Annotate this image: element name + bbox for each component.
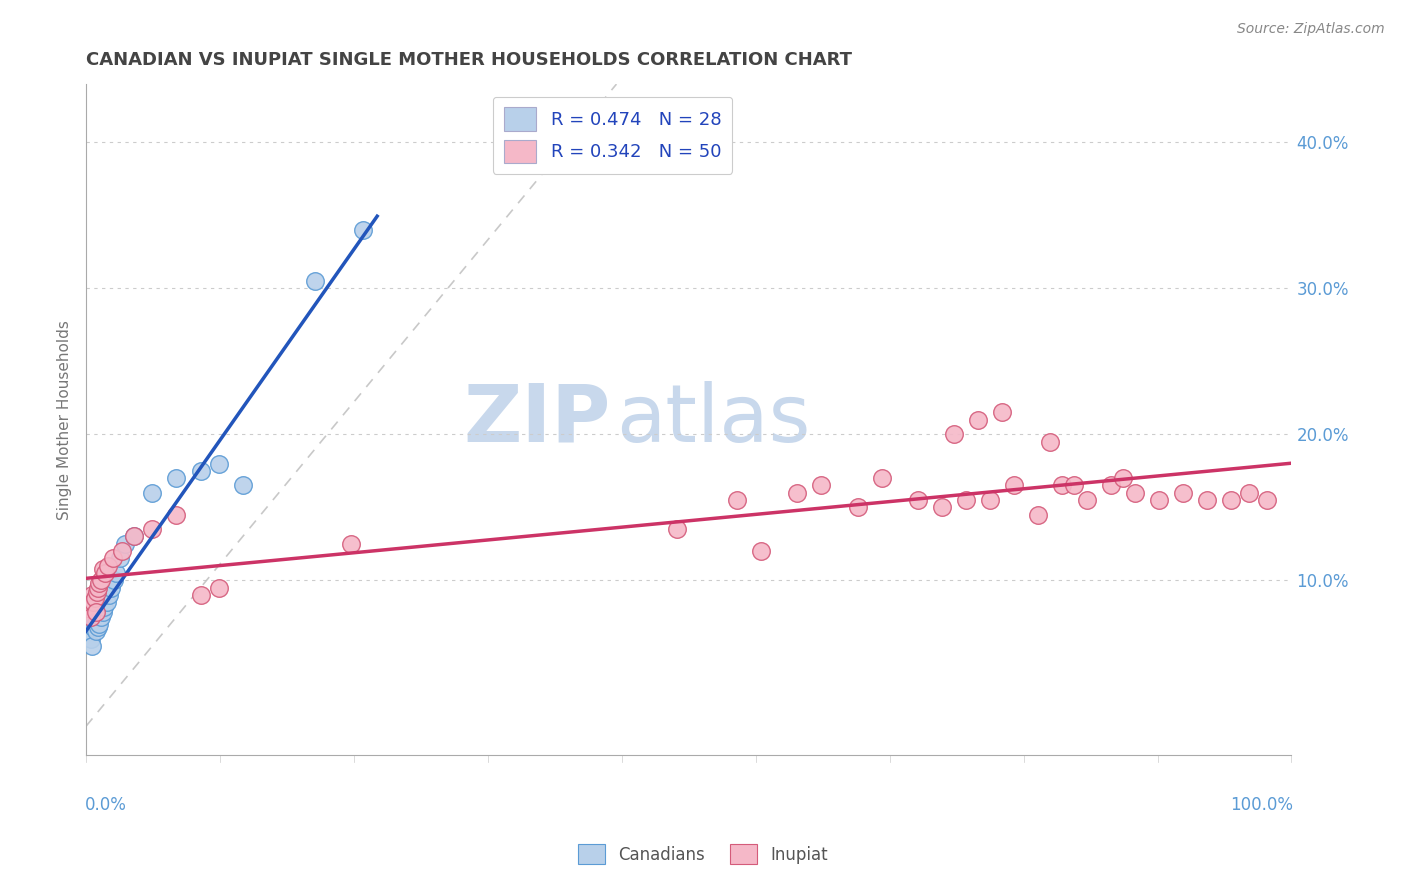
Text: CANADIAN VS INUPIAT SINGLE MOTHER HOUSEHOLDS CORRELATION CHART: CANADIAN VS INUPIAT SINGLE MOTHER HOUSEH… [86,51,852,69]
Point [1123,485,1146,500]
Point [98,588,121,602]
Point [340,537,363,551]
Point [1076,493,1098,508]
Point [352,223,374,237]
Point [79,624,101,639]
Point [83,617,105,632]
Point [100,581,122,595]
Point [124,529,146,543]
Point [83,591,105,605]
Point [90,602,112,616]
Text: Source: ZipAtlas.com: Source: ZipAtlas.com [1237,22,1385,37]
Y-axis label: Single Mother Households: Single Mother Households [58,320,72,520]
Point [1052,478,1074,492]
Point [108,551,131,566]
Point [82,639,104,653]
Point [87,581,110,595]
Legend: Canadians, Inupiat: Canadians, Inupiat [572,838,834,871]
Point [101,551,124,566]
Point [786,485,808,500]
Point [1026,508,1049,522]
Text: 0.0%: 0.0% [84,796,127,814]
Text: 100.0%: 100.0% [1230,796,1292,814]
Point [907,493,929,508]
Point [1039,434,1062,449]
Point [1197,493,1219,508]
Point [942,427,965,442]
Point [166,508,188,522]
Point [846,500,869,515]
Point [955,493,977,508]
Point [124,529,146,543]
Point [1220,493,1243,508]
Point [84,624,107,639]
Point [1112,471,1135,485]
Point [97,558,120,573]
Point [1239,485,1261,500]
Point [94,566,117,580]
Point [979,493,1001,508]
Point [86,614,108,628]
Point [1256,493,1278,508]
Point [1002,478,1025,492]
Point [103,574,125,588]
Point [208,581,231,595]
Point [82,588,104,602]
Point [89,576,111,591]
Point [86,585,108,599]
Point [82,595,104,609]
Point [93,599,115,614]
Point [87,620,110,634]
Point [89,617,111,632]
Point [141,485,163,500]
Text: ZIP: ZIP [463,381,610,458]
Point [82,620,104,634]
Point [749,544,772,558]
Point [304,274,326,288]
Point [84,605,107,619]
Point [111,544,134,558]
Point [190,588,212,602]
Point [141,522,163,536]
Point [80,609,103,624]
Point [166,471,188,485]
Point [1099,478,1122,492]
Point [79,602,101,616]
Point [96,595,118,609]
Point [232,478,254,492]
Point [931,500,953,515]
Legend: R = 0.474   N = 28, R = 0.342   N = 50: R = 0.474 N = 28, R = 0.342 N = 50 [494,96,733,174]
Point [90,574,112,588]
Point [91,605,114,619]
Point [967,413,990,427]
Point [105,566,128,580]
Point [1171,485,1194,500]
Point [1063,478,1085,492]
Point [665,522,688,536]
Point [90,609,112,624]
Point [1147,493,1170,508]
Point [991,405,1014,419]
Point [114,537,136,551]
Point [810,478,832,492]
Point [80,632,103,646]
Point [91,561,114,575]
Point [725,493,748,508]
Text: atlas: atlas [616,381,811,458]
Point [870,471,893,485]
Point [190,464,212,478]
Point [208,457,231,471]
